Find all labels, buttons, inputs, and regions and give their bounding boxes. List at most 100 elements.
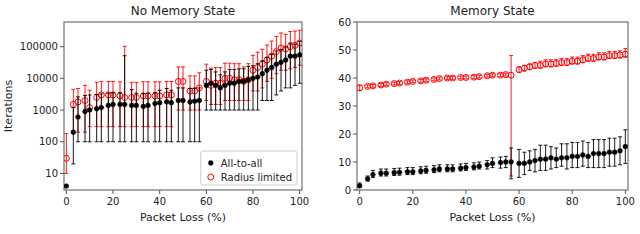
error-bar xyxy=(204,70,208,110)
point xyxy=(607,150,612,155)
error-bar xyxy=(379,84,383,87)
x-tick-label: 100 xyxy=(616,196,635,207)
error-bar xyxy=(358,85,362,91)
point xyxy=(549,155,554,160)
point xyxy=(437,167,442,172)
point xyxy=(477,164,482,169)
error-bar xyxy=(581,56,585,63)
error-bar xyxy=(83,95,87,141)
point xyxy=(436,76,442,82)
error-bar xyxy=(130,90,134,142)
point xyxy=(241,79,246,84)
point xyxy=(204,83,209,88)
point xyxy=(392,170,397,175)
y-tick-label: 20 xyxy=(338,129,351,140)
point xyxy=(405,169,410,174)
point xyxy=(274,62,279,67)
point xyxy=(87,108,92,113)
error-bar xyxy=(485,161,489,169)
point xyxy=(458,166,463,171)
point xyxy=(472,165,477,170)
y-tick xyxy=(60,110,64,111)
point xyxy=(181,98,186,103)
error-bar xyxy=(618,137,622,165)
x-tick xyxy=(159,190,160,194)
error-bar xyxy=(209,70,213,111)
error-bar xyxy=(459,76,463,79)
error-bar xyxy=(169,90,173,141)
data-layer xyxy=(64,30,302,188)
error-bar xyxy=(607,138,611,166)
error-bar xyxy=(288,43,292,88)
point xyxy=(490,72,496,78)
error-bar xyxy=(118,93,122,142)
error-bar xyxy=(602,140,606,168)
point xyxy=(357,183,362,188)
error-bar xyxy=(477,75,481,78)
error-bar xyxy=(602,53,606,60)
error-bar xyxy=(123,56,127,142)
error-bar xyxy=(504,73,508,76)
y-tick-label: 60 xyxy=(338,17,351,28)
point xyxy=(129,103,134,108)
error-bar xyxy=(491,74,495,77)
point xyxy=(293,54,298,59)
chart-root: No Memory State0204060801001010010001000… xyxy=(0,0,640,234)
x-tick xyxy=(465,190,466,194)
error-bar xyxy=(371,84,375,87)
x-tick-label: 80 xyxy=(566,196,579,207)
error-bar xyxy=(591,54,595,61)
error-bar xyxy=(251,66,255,110)
error-bar xyxy=(554,59,558,66)
point xyxy=(118,102,123,107)
point xyxy=(476,74,482,80)
point xyxy=(424,168,429,173)
x-axis-label: Packet Loss (%) xyxy=(449,211,535,224)
error-bar xyxy=(509,148,513,179)
y-axis-label: Iterations xyxy=(2,80,15,133)
point xyxy=(365,176,370,181)
point xyxy=(622,51,628,57)
error-bar xyxy=(71,108,75,164)
error-bar xyxy=(437,165,441,172)
y-tick-label: 30 xyxy=(338,101,351,112)
y-tick xyxy=(353,162,357,163)
point xyxy=(586,154,591,159)
point xyxy=(490,161,495,166)
point xyxy=(410,169,415,174)
error-bar xyxy=(88,95,92,142)
error-bar xyxy=(522,65,526,71)
point xyxy=(255,75,260,80)
error-bar xyxy=(165,88,169,141)
error-bar xyxy=(517,67,521,73)
series xyxy=(64,42,302,189)
point xyxy=(188,100,193,105)
point xyxy=(543,157,548,162)
legend-marker xyxy=(208,161,213,166)
point xyxy=(237,79,242,84)
point xyxy=(94,106,99,111)
error-bar xyxy=(498,74,502,77)
point xyxy=(111,102,116,107)
point xyxy=(538,157,543,162)
point xyxy=(445,167,450,172)
error-bar xyxy=(576,142,580,167)
point xyxy=(580,153,585,158)
error-bar xyxy=(419,79,423,82)
x-tick xyxy=(572,190,573,194)
error-bar xyxy=(459,164,463,171)
error-bar xyxy=(464,76,468,79)
error-bar xyxy=(218,75,222,110)
error-bar xyxy=(193,88,197,142)
error-bar xyxy=(618,51,622,58)
error-bar xyxy=(437,77,441,80)
point xyxy=(122,102,127,107)
panel: No Memory State0204060801001010010001000… xyxy=(2,4,309,224)
plot-frame xyxy=(357,22,628,190)
point xyxy=(269,65,274,70)
error-bar xyxy=(188,88,192,141)
point xyxy=(485,162,490,167)
error-bar xyxy=(597,140,601,168)
y-tick-label: 50 xyxy=(338,45,351,56)
x-tick xyxy=(625,190,626,194)
